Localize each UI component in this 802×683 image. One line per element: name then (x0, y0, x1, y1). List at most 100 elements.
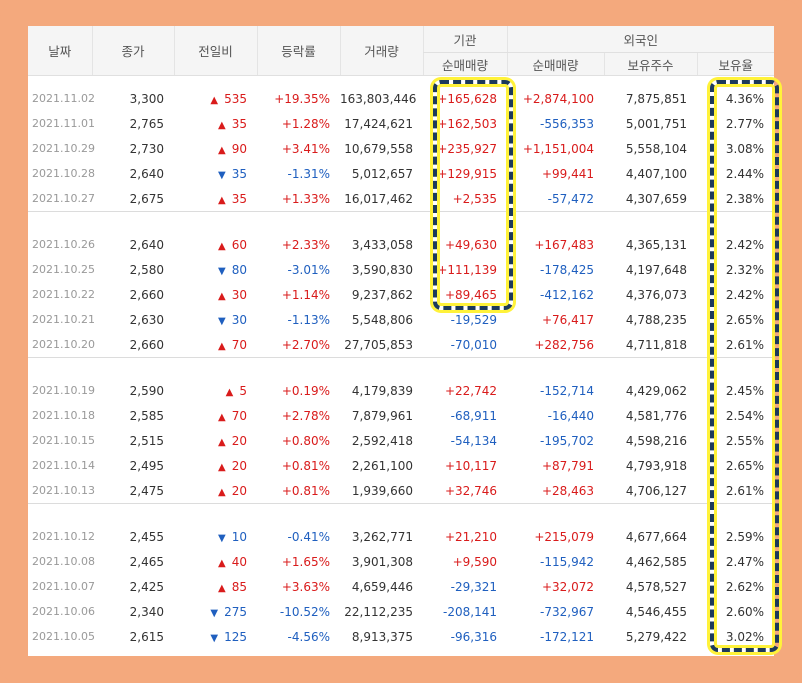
cell-date: 2021.10.12 (32, 530, 95, 543)
header-change[interactable]: 전일비 (173, 26, 257, 76)
cell-date: 2021.10.25 (32, 263, 95, 276)
header-holding-ratio[interactable]: 보유율 (696, 52, 774, 76)
cell-holding-ratio: 2.45% (725, 383, 764, 398)
cell-close: 2,630 (129, 312, 164, 327)
cell-change: ▲ 35 (174, 186, 257, 212)
cell-holdings: 5,279,422 (625, 629, 687, 644)
cell-change: ▲ 60 (174, 232, 257, 257)
cell-change: ▼ 80 (174, 257, 257, 282)
triangle-up-icon: ▲ (218, 411, 226, 423)
cell-date: 2021.10.05 (32, 630, 95, 643)
cell-holding-ratio: 2.38% (725, 191, 764, 206)
cell-holding-ratio: 2.60% (725, 604, 764, 619)
cell-change: ▼ 125 (174, 624, 257, 649)
cell-change: ▲ 90 (174, 136, 257, 161)
cell-holding-ratio: 2.44% (725, 166, 764, 181)
cell-holdings: 4,578,527 (625, 579, 687, 594)
table-row: 2021.10.28 2,640 ▼ 35 -1.31% 5,012,657 +129,91… (28, 161, 774, 186)
header-rate[interactable]: 등락률 (256, 26, 340, 76)
cell-foreign-net: -195,702 (540, 433, 594, 448)
header-inst-net[interactable]: 순매매량 (422, 52, 507, 76)
cell-holdings: 4,677,664 (625, 529, 687, 544)
cell-inst-net: +9,590 (452, 554, 497, 569)
cell-change: ▲ 20 (174, 453, 257, 478)
cell-foreign-net: -556,353 (540, 116, 594, 131)
cell-change: ▲ 535 (174, 86, 257, 111)
cell-date: 2021.10.27 (32, 192, 95, 205)
cell-date: 2021.10.19 (32, 384, 95, 397)
cell-close: 2,585 (129, 408, 164, 423)
cell-change-value: 35 (231, 191, 247, 206)
cell-inst-net: -96,316 (450, 629, 497, 644)
cell-volume: 163,803,446 (340, 91, 417, 106)
cell-change-value: 20 (231, 458, 247, 473)
cell-inst-net: +21,210 (444, 529, 497, 544)
cell-holding-ratio: 2.61% (725, 483, 764, 498)
cell-holding-ratio: 2.65% (725, 312, 764, 327)
cell-holdings: 4,793,918 (625, 458, 687, 473)
cell-foreign-net: -178,425 (540, 262, 594, 277)
cell-foreign-net: +2,874,100 (522, 91, 594, 106)
cell-close: 3,300 (129, 91, 164, 106)
cell-close: 2,340 (129, 604, 164, 619)
cell-holdings: 5,001,751 (625, 116, 687, 131)
triangle-down-icon: ▼ (218, 532, 226, 544)
cell-inst-net: +22,742 (444, 383, 497, 398)
cell-rate: +19.35% (274, 91, 330, 106)
header-foreign-net[interactable]: 순매매량 (506, 52, 604, 76)
cell-volume: 2,592,418 (351, 433, 413, 448)
cell-date: 2021.10.07 (32, 580, 95, 593)
cell-rate: +3.41% (281, 141, 330, 156)
table-row: 2021.10.20 2,660 ▲ 70 +2.70% 27,705,853 -70,01… (28, 332, 774, 358)
cell-foreign-net: -152,714 (540, 383, 594, 398)
cell-holding-ratio: 2.62% (725, 579, 764, 594)
triangle-up-icon: ▲ (225, 386, 234, 398)
cell-inst-net: +235,927 (437, 141, 497, 156)
cell-rate: +0.80% (281, 433, 330, 448)
cell-holdings: 4,365,131 (625, 237, 687, 252)
cell-rate: +2.78% (281, 408, 330, 423)
cell-date: 2021.10.21 (32, 313, 95, 326)
cell-inst-net: +89,465 (444, 287, 497, 302)
triangle-down-icon: ▼ (210, 632, 219, 644)
cell-inst-net: -54,134 (450, 433, 497, 448)
cell-change: ▲ 85 (174, 574, 257, 599)
cell-change: ▲ 5 (174, 378, 257, 403)
cell-date: 2021.10.15 (32, 434, 95, 447)
cell-volume: 16,017,462 (344, 191, 413, 206)
cell-close: 2,675 (129, 191, 164, 206)
cell-volume: 10,679,558 (344, 141, 413, 156)
cell-close: 2,475 (129, 483, 164, 498)
cell-change: ▲ 30 (174, 282, 257, 307)
cell-change: ▼ 30 (174, 307, 257, 332)
cell-volume: 4,179,839 (351, 383, 413, 398)
cell-volume: 3,901,308 (351, 554, 413, 569)
table-row: 2021.10.22 2,660 ▲ 30 +1.14% 9,237,862 +89,465… (28, 282, 774, 307)
cell-holding-ratio: 2.54% (725, 408, 764, 423)
cell-inst-net: -70,010 (450, 337, 497, 352)
cell-date: 2021.10.22 (32, 288, 95, 301)
table-row: 2021.11.01 2,765 ▲ 35 +1.28% 17,424,621 +162,5… (28, 111, 774, 136)
header-date[interactable]: 날짜 (28, 26, 92, 76)
cell-date: 2021.11.02 (32, 92, 95, 105)
triangle-up-icon: ▲ (218, 582, 226, 594)
cell-date: 2021.10.13 (32, 484, 95, 497)
cell-change-value: 70 (231, 408, 247, 423)
header-close[interactable]: 종가 (91, 26, 174, 76)
table-row: 2021.10.07 2,425 ▲ 85 +3.63% 4,659,446 -29,321… (28, 574, 774, 599)
header-holdings[interactable]: 보유주수 (603, 52, 697, 76)
cell-volume: 17,424,621 (344, 116, 413, 131)
cell-inst-net: -208,141 (443, 604, 497, 619)
cell-holdings: 4,788,235 (625, 312, 687, 327)
cell-holdings: 4,197,648 (625, 262, 687, 277)
cell-volume: 4,659,446 (351, 579, 413, 594)
table-row: 2021.11.02 3,300 ▲ 535 +19.35% 163,803,446 +16… (28, 86, 774, 111)
cell-holdings: 4,598,216 (625, 433, 687, 448)
cell-rate: -0.41% (287, 529, 330, 544)
table-row: 2021.10.26 2,640 ▲ 60 +2.33% 3,433,058 +49,630… (28, 232, 774, 257)
header-volume[interactable]: 거래량 (339, 26, 423, 76)
cell-rate: +2.70% (281, 337, 330, 352)
cell-close: 2,465 (129, 554, 164, 569)
cell-date: 2021.10.08 (32, 555, 95, 568)
